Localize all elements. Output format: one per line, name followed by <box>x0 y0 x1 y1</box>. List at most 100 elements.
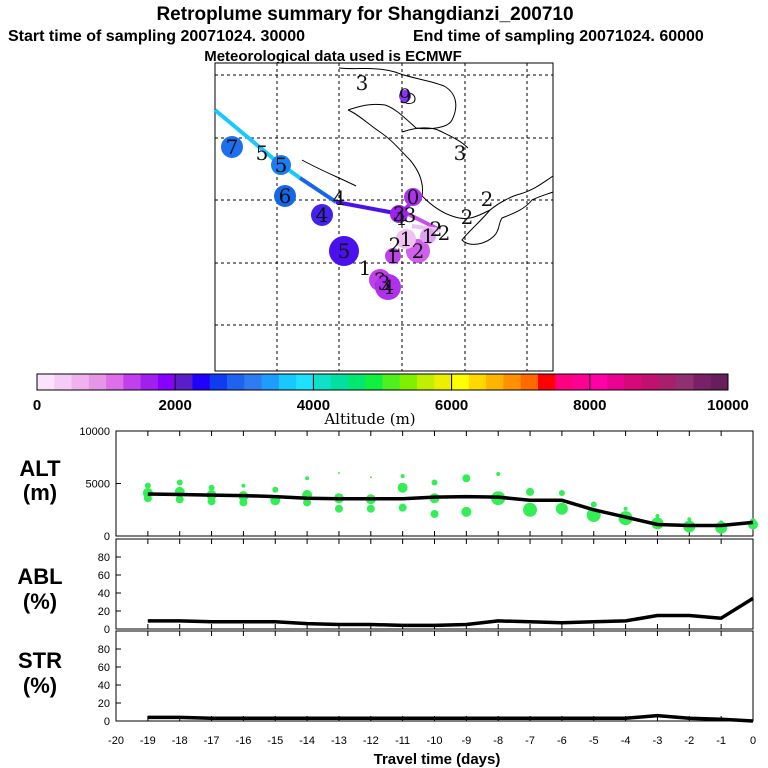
colorbar-cell <box>658 374 677 390</box>
colorbar-cell <box>503 374 522 390</box>
x-tick-label: -18 <box>172 735 188 747</box>
y-tick-label: 80 <box>98 552 110 564</box>
colorbar-cell <box>106 374 124 390</box>
colorbar-cell <box>520 374 539 390</box>
y-tick-label: 40 <box>98 588 110 600</box>
colorbar-cell <box>468 374 487 390</box>
colorbar-cell <box>261 374 280 390</box>
track-segment-east <box>403 210 441 232</box>
colorbar-tick-label: 2000 <box>159 397 192 414</box>
map-marker <box>311 204 333 226</box>
map-grid <box>215 63 553 371</box>
start-time-text: Start time of sampling 20071024. 30000 <box>8 28 305 45</box>
x-tick-label: -16 <box>235 735 251 747</box>
particle-cluster <box>239 498 248 507</box>
time-series-panels: ALT(m)1000050000ABL(%)806040200STR(%)806… <box>17 426 758 768</box>
particle-cluster <box>430 509 439 518</box>
x-tick-label: -20 <box>108 735 124 747</box>
panel-label: STR <box>18 648 62 673</box>
map-frame <box>214 62 554 372</box>
colorbar-tick-label: 10000 <box>707 397 749 414</box>
map-marker-label: 1 <box>400 227 413 251</box>
colorbar-tick-label: 4000 <box>297 397 330 414</box>
colorbar-cell <box>330 374 349 390</box>
colorbar-cell <box>278 374 297 390</box>
colorbar-cell <box>434 374 453 390</box>
colorbar-cell <box>607 374 625 390</box>
series-line <box>147 492 754 528</box>
x-tick-label: -19 <box>140 735 156 747</box>
map-label: 3 <box>378 271 391 295</box>
map-marker <box>271 155 291 175</box>
particle-cluster <box>337 472 340 474</box>
map-marker <box>420 228 436 244</box>
x-tick-label: -13 <box>331 735 347 747</box>
particle-cluster <box>366 504 375 513</box>
map-marker <box>329 236 359 266</box>
y-tick-label: 80 <box>98 644 110 656</box>
map-label: 2 <box>430 217 443 241</box>
particle-cluster <box>207 497 216 506</box>
map-label: 3 <box>454 141 467 165</box>
map-marker <box>375 274 401 300</box>
y-tick-label: 5000 <box>86 479 110 491</box>
y-tick-label: 40 <box>98 680 110 692</box>
map-label: 4 <box>333 186 346 210</box>
particle-cluster <box>305 476 310 481</box>
particle-cluster <box>623 506 628 511</box>
map-marker <box>274 185 296 207</box>
map-marker-label: 9 <box>399 84 412 108</box>
colorbar-cell <box>227 374 245 390</box>
colorbar-tick-label: 6000 <box>435 397 468 414</box>
map-marker-label: 7 <box>226 135 239 159</box>
met-data-text: Meteorological data used is ECMWF <box>204 48 462 65</box>
altitude-colorbar: 0 2000 4000 6000 8000 10000 Altitude (m) <box>33 373 749 428</box>
map-marker <box>221 136 243 158</box>
particle-cluster <box>175 495 184 504</box>
x-tick-label: -1 <box>716 735 726 747</box>
particle-cluster <box>431 479 438 486</box>
x-tick-label: -5 <box>589 735 599 747</box>
x-tick-label: 0 <box>750 735 756 747</box>
particle-cluster <box>462 474 471 483</box>
panel-content: ALT(m)1000050000ABL(%)806040200STR(%)806… <box>17 426 758 747</box>
map-marker <box>399 90 411 102</box>
x-tick-label: -12 <box>363 735 379 747</box>
x-tick-label: -15 <box>267 735 283 747</box>
series-line <box>147 713 754 723</box>
colorbar-cell <box>486 374 504 390</box>
colorbar-cell <box>140 374 159 390</box>
colorbar-cell <box>710 374 729 390</box>
particle-cluster <box>655 514 660 519</box>
particle-cluster <box>558 489 565 496</box>
map-marker <box>396 229 416 249</box>
panel-label: (m) <box>23 480 57 505</box>
map-marker-label: 3 <box>393 202 406 226</box>
map-marker <box>390 205 408 223</box>
panel-label: ALT <box>19 456 61 481</box>
particle-cluster <box>523 502 538 517</box>
map-marker-label: 1 <box>387 244 400 268</box>
panel-label: (%) <box>23 589 57 614</box>
x-tick-label: -10 <box>427 735 443 747</box>
colorbar-cell <box>589 374 608 390</box>
colorbar-cell <box>382 374 401 390</box>
map-marker <box>404 188 422 206</box>
particle-cluster <box>398 503 407 512</box>
y-tick-label: 60 <box>98 570 110 582</box>
x-tick-label: -3 <box>653 735 663 747</box>
particle-cluster <box>303 498 312 507</box>
map-label: 2 <box>389 233 402 257</box>
particle-cluster <box>461 506 472 517</box>
y-tick-label: 20 <box>98 698 110 710</box>
map-label: 2 <box>481 187 494 211</box>
map-marker-label: 0 <box>407 185 420 209</box>
particle-cluster <box>526 487 535 496</box>
particle-cluster <box>176 479 183 486</box>
colorbar-cell <box>537 374 556 390</box>
particle-cluster <box>400 474 405 479</box>
particle-cluster <box>272 486 279 493</box>
